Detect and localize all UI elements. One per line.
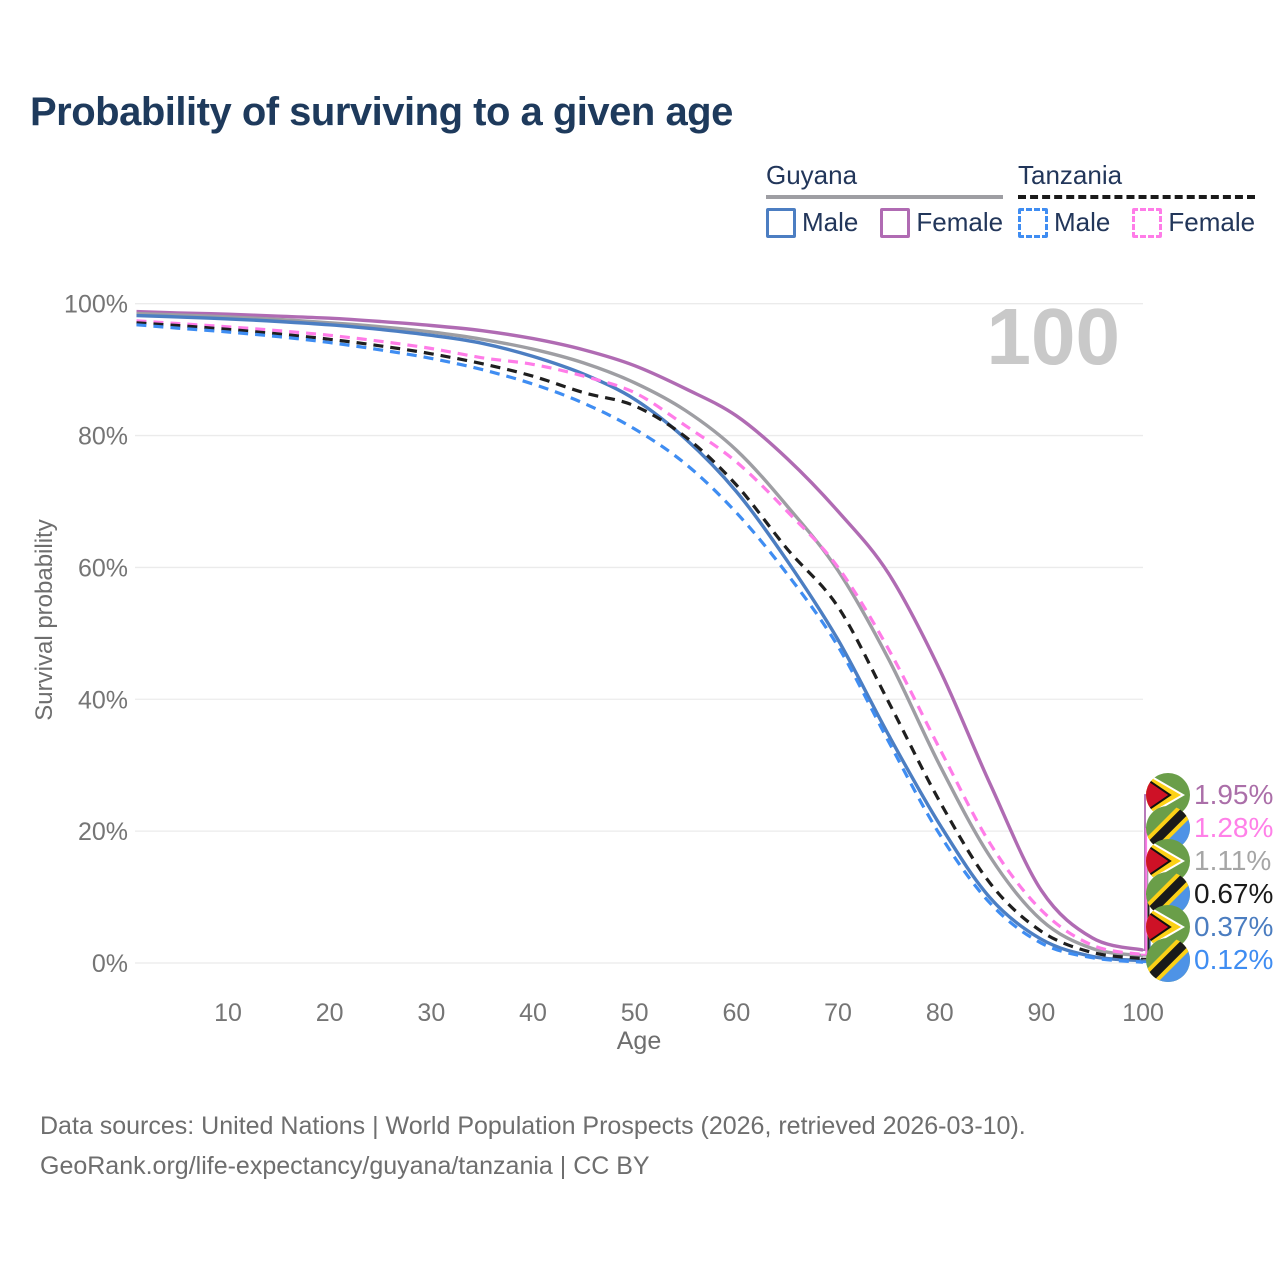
guyana-male-swatch[interactable] (766, 207, 796, 238)
x-tick-label: 40 (519, 999, 547, 1027)
legend-label: Male (802, 207, 859, 237)
y-tick-label: 40% (78, 686, 128, 714)
legend-item-tanzania-male[interactable]: Male (1018, 207, 1110, 238)
legend-label: Male (1054, 207, 1111, 237)
series-line-guyana-male[interactable] (136, 313, 1144, 963)
end-label-value: 1.28% (1194, 812, 1274, 843)
x-tick-label: 70 (824, 999, 852, 1027)
legend-country-guyana: Guyana (766, 160, 858, 190)
y-tick-label: 60% (78, 554, 128, 582)
x-tick-label: 90 (1028, 999, 1056, 1027)
legend-item-tanzania-female[interactable]: Female (1132, 207, 1255, 238)
series-line-guyana-average[interactable] (136, 311, 1144, 958)
legend-label: Female (916, 207, 1004, 237)
x-axis-title: Age (617, 1027, 661, 1055)
guyana-line-swatch (766, 195, 1004, 199)
tanzania-line-swatch (1018, 195, 1256, 199)
y-tick-label: 80% (78, 423, 128, 451)
footer: Data sources: United Nations | World Pop… (40, 1106, 1026, 1186)
tanzania-male-swatch[interactable] (1018, 207, 1048, 238)
page-title: Probability of surviving to a given age (30, 90, 733, 134)
legend-label: Female (1168, 207, 1256, 237)
x-tick-label: 100 (1122, 999, 1164, 1027)
y-axis-title: Survival probability (31, 519, 58, 720)
x-tick-label: 50 (621, 999, 649, 1027)
y-tick-label: 20% (78, 818, 128, 846)
x-tick-label: 20 (316, 999, 344, 1027)
guyana-female-swatch[interactable] (880, 207, 911, 238)
legend-country-tanzania: Tanzania (1018, 160, 1123, 190)
end-label-value: 1.11% (1194, 845, 1272, 876)
end-label-tanzania-female[interactable]: 1.28% (1146, 806, 1273, 850)
end-label-tanzania-average[interactable]: 0.67% (1146, 872, 1273, 916)
end-label-guyana-average[interactable]: 1.11% (1146, 839, 1271, 883)
series-line-tanzania-average[interactable] (136, 321, 1144, 961)
age-counter-watermark: 100 (987, 292, 1120, 381)
x-tick-label: 80 (926, 999, 954, 1027)
tanzania-female-swatch[interactable] (1132, 207, 1163, 238)
end-label-connector (1141, 794, 1146, 951)
x-tick-label: 10 (214, 999, 242, 1027)
end-label-tanzania-male[interactable]: 0.12% (1146, 938, 1273, 982)
x-tick-label: 30 (417, 999, 445, 1027)
y-tick-label: 0% (92, 950, 128, 978)
end-label-guyana-male[interactable]: 0.37% (1146, 905, 1273, 949)
y-tick-label: 100% (64, 291, 128, 319)
legend-group-tanzania: Tanzania Male Female (1018, 160, 1256, 238)
end-label-value: 1.95% (1194, 779, 1274, 810)
legend-item-guyana-female[interactable]: Female (880, 207, 1003, 238)
tanzania-flag-icon (1146, 938, 1190, 982)
series-line-tanzania-female[interactable] (136, 319, 1144, 957)
series-line-tanzania-male[interactable] (136, 323, 1144, 964)
legend-item-guyana-male[interactable]: Male (766, 207, 858, 238)
x-tick-label: 60 (722, 999, 750, 1027)
end-label-value: 0.37% (1194, 911, 1274, 942)
attribution-line: GeoRank.org/life-expectancy/guyana/tanza… (40, 1152, 650, 1180)
legend-group-guyana: Guyana Male Female (766, 160, 1004, 238)
end-label-value: 0.67% (1194, 878, 1274, 909)
end-label-value: 0.12% (1194, 944, 1274, 975)
series-line-guyana-female[interactable] (136, 309, 1144, 952)
data-sources-line: Data sources: United Nations | World Pop… (40, 1112, 1026, 1140)
end-label-guyana-female[interactable]: 1.95% (1146, 773, 1273, 817)
